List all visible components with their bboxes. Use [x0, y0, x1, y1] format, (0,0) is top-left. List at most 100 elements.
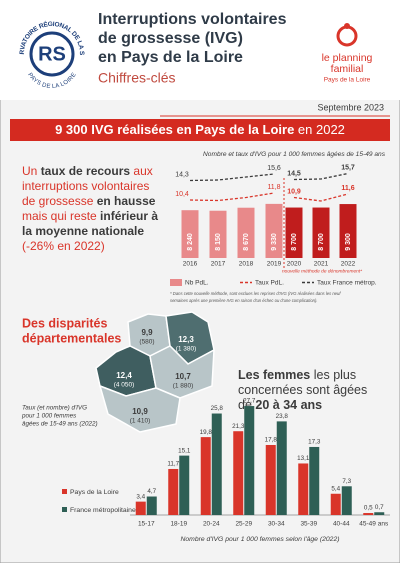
bar-label: 8 150 — [215, 233, 222, 251]
department-rate: 12,3 — [178, 335, 194, 344]
department-count: (4 050) — [114, 382, 135, 389]
rate-line — [293, 193, 349, 202]
rate-line — [189, 192, 275, 202]
bar — [168, 468, 179, 515]
map-title: Des disparités — [22, 316, 108, 330]
text-part: taux de recours — [41, 164, 131, 178]
bar-label: 8 240 — [187, 233, 194, 251]
bar-label: 7,3 — [342, 478, 351, 485]
bar — [265, 203, 283, 258]
bar — [211, 413, 222, 515]
annotation: nouvelle méthode de dénombrement* — [282, 268, 362, 274]
text-part: de grossesse — [22, 194, 97, 208]
bar-label: 21,3 — [232, 423, 245, 430]
logo-ring — [29, 31, 75, 77]
text-part: les plus — [310, 368, 356, 382]
title: en Pays de la Loire — [98, 49, 243, 66]
x-tick-label: 40-44 — [333, 521, 350, 528]
partner-logo-text: familial — [331, 63, 364, 75]
bar-label: 27,7 — [243, 398, 256, 405]
legend-swatch — [170, 279, 182, 286]
bar — [244, 406, 255, 515]
bar — [309, 446, 320, 515]
rich-text: la moyenne nationale — [22, 224, 144, 238]
legend-label: France métropolitaine — [70, 507, 136, 514]
text-part: inférieur à — [100, 209, 158, 223]
bar — [276, 421, 287, 515]
bar-label: 0,5 — [364, 505, 373, 512]
partner-logo-text: Pays de la Loire — [324, 77, 371, 84]
bar — [339, 204, 357, 258]
map-caption: Taux (et nombre) d'IVG — [22, 405, 87, 412]
rich-text: 9 300 IVG réalisées en Pays de la Loire … — [55, 122, 345, 137]
department-rate: 9,9 — [141, 328, 153, 337]
legend-label: Taux PdL. — [255, 280, 284, 287]
x-tick-label: 20-24 — [203, 521, 220, 528]
bar-label: 17,8 — [265, 437, 278, 444]
date: Septembre 2023 — [317, 102, 384, 112]
bar — [285, 207, 303, 258]
bar — [237, 207, 255, 258]
bar — [181, 210, 199, 258]
department-rate: 10,7 — [175, 372, 191, 381]
legend-label: Nb PdL. — [185, 280, 209, 287]
bar-label: 17,3 — [308, 439, 321, 446]
bar-label: 8 700 — [318, 233, 325, 251]
text-part: 9 300 IVG réalisées en Pays de la Loire — [55, 122, 294, 137]
x-tick-label: 2016 — [183, 261, 198, 268]
bar — [363, 513, 374, 515]
bar-label: 5,4 — [331, 485, 340, 492]
x-tick-label: 25-29 — [235, 521, 252, 528]
line-label: 11,6 — [341, 185, 354, 192]
bar-label: 9 330 — [271, 233, 278, 251]
bar-label: 8 700 — [291, 233, 298, 251]
title: Interruptions volontaires — [98, 11, 287, 28]
x-tick-label: 45-49 ans — [359, 521, 389, 528]
bar — [265, 444, 276, 515]
department-rate: 12,4 — [116, 371, 132, 380]
rich-text: concernées sont âgées — [238, 383, 367, 397]
x-tick-label: 2021 — [314, 261, 329, 268]
bar-label: 8 670 — [243, 233, 250, 251]
footnote: semaines après une première IVG en raiso… — [170, 298, 318, 303]
bar — [209, 210, 227, 258]
text-part: interruptions volontaires — [22, 179, 149, 193]
x-tick-label: 2019 — [267, 261, 282, 268]
x-tick-label: 30-34 — [268, 521, 285, 528]
x-tick-label: 2018 — [239, 261, 254, 268]
rich-text: Un taux de recours aux — [22, 164, 153, 178]
rich-text: interruptions volontaires — [22, 179, 149, 193]
x-tick-label: 18-19 — [170, 521, 187, 528]
legend-swatch — [62, 507, 67, 512]
bar-label: 23,8 — [276, 413, 289, 420]
banner — [10, 119, 390, 141]
rate-line — [293, 172, 349, 181]
department-count: (1 380) — [176, 346, 197, 353]
title: de grossesse (IVG) — [98, 30, 243, 47]
bar — [233, 431, 244, 515]
x-tick-label: 15-17 — [138, 521, 155, 528]
bar-label: 11,7 — [167, 461, 179, 468]
rate-line — [189, 173, 275, 182]
bar — [374, 512, 385, 515]
x-tick-label: 2020 — [287, 261, 302, 268]
bar-label: 19,8 — [200, 429, 213, 436]
bar-label: 15,1 — [178, 447, 191, 454]
bar-label: 4,7 — [147, 488, 156, 495]
bar — [200, 437, 211, 515]
bar-label: 9 300 — [345, 233, 352, 251]
bar-label: 0,7 — [375, 504, 384, 511]
map-title: départementales — [22, 331, 121, 345]
line-label: 14,5 — [287, 170, 301, 177]
bar — [298, 463, 309, 515]
line-label: 10,9 — [287, 188, 301, 195]
line-label: 15,7 — [341, 164, 355, 171]
text-part: 20 à 34 ans — [255, 398, 322, 412]
bar — [179, 455, 190, 515]
rich-text: mais qui reste inférieur à — [22, 209, 158, 223]
logo-mark: RS — [38, 43, 66, 65]
department-rate: 10,9 — [132, 407, 148, 416]
rich-text: de grossesse en hausse — [22, 194, 156, 208]
text-part: en 2022 — [294, 122, 345, 137]
